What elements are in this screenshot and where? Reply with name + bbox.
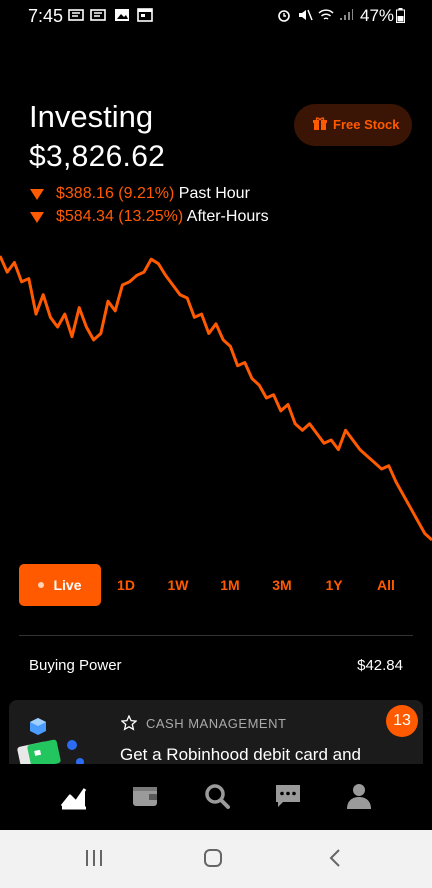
down-arrow-icon	[30, 212, 44, 223]
range-1d-button[interactable]: 1D	[117, 577, 135, 593]
range-1y-button[interactable]: 1Y	[325, 577, 343, 593]
change-label: Past Hour	[178, 185, 250, 202]
wallet-icon[interactable]	[131, 782, 159, 810]
range-all-button[interactable]: All	[377, 577, 395, 593]
time-range-selector: Live 1D 1W 1M 3M 1Y All	[0, 562, 432, 608]
home-icon[interactable]	[203, 848, 223, 868]
change-label: After-Hours	[186, 208, 269, 225]
gift-icon	[313, 117, 327, 130]
live-dot-icon	[38, 582, 45, 589]
chart-icon[interactable]	[60, 782, 88, 810]
chart-series-group	[0, 255, 432, 542]
back-icon[interactable]	[327, 848, 343, 868]
change-value: $388.16 (9.21%)	[56, 185, 175, 202]
notification-icon	[90, 9, 106, 21]
account-icon[interactable]	[345, 782, 373, 810]
free-stock-label: Free Stock	[333, 117, 400, 132]
buying-power-value[interactable]: $42.84	[357, 657, 403, 674]
status-time: 7:45	[28, 6, 64, 26]
calendar-icon	[137, 8, 153, 22]
messages-icon[interactable]	[274, 782, 302, 810]
portfolio-chart[interactable]	[0, 250, 432, 550]
status-bar: 7:45 47%	[0, 0, 432, 32]
recent-apps-icon[interactable]	[84, 849, 104, 867]
range-label: Live	[53, 577, 82, 593]
card-eyebrow: CASH MANAGEMENT	[146, 716, 287, 731]
down-arrow-icon	[30, 189, 44, 200]
page-title: Investing	[29, 99, 154, 134]
range-1m-button[interactable]: 1M	[220, 577, 240, 593]
buying-power-label[interactable]: Buying Power	[29, 657, 122, 674]
change-value: $584.34 (13.25%)	[56, 208, 184, 225]
mute-icon	[299, 9, 313, 21]
card-title: Get a Robinhood debit card and	[120, 745, 362, 764]
wifi-icon	[318, 9, 334, 20]
cash-management-card[interactable]: CASH MANAGEMENT Get a Robinhood debit ca…	[9, 700, 423, 770]
range-live-button[interactable]: Live	[19, 564, 101, 606]
range-1w-button[interactable]: 1W	[167, 577, 189, 593]
signal-icon	[340, 9, 353, 20]
system-navigation-bar	[0, 830, 432, 888]
image-icon	[115, 9, 129, 21]
notification-icon	[68, 9, 84, 21]
battery-percent: 47%	[360, 6, 395, 25]
price-line	[0, 255, 432, 542]
battery-icon	[396, 8, 405, 23]
free-stock-button[interactable]: Free Stock	[294, 104, 412, 146]
search-icon[interactable]	[203, 782, 231, 810]
alarm-icon	[278, 10, 290, 22]
portfolio-balance: $3,826.62	[29, 140, 166, 173]
range-3m-button[interactable]: 3M	[272, 577, 292, 593]
bottom-nav	[0, 764, 432, 830]
notification-count-badge[interactable]: 13	[386, 705, 418, 737]
divider	[19, 635, 413, 636]
star-icon	[121, 715, 137, 731]
debit-card-illustration	[17, 718, 84, 770]
